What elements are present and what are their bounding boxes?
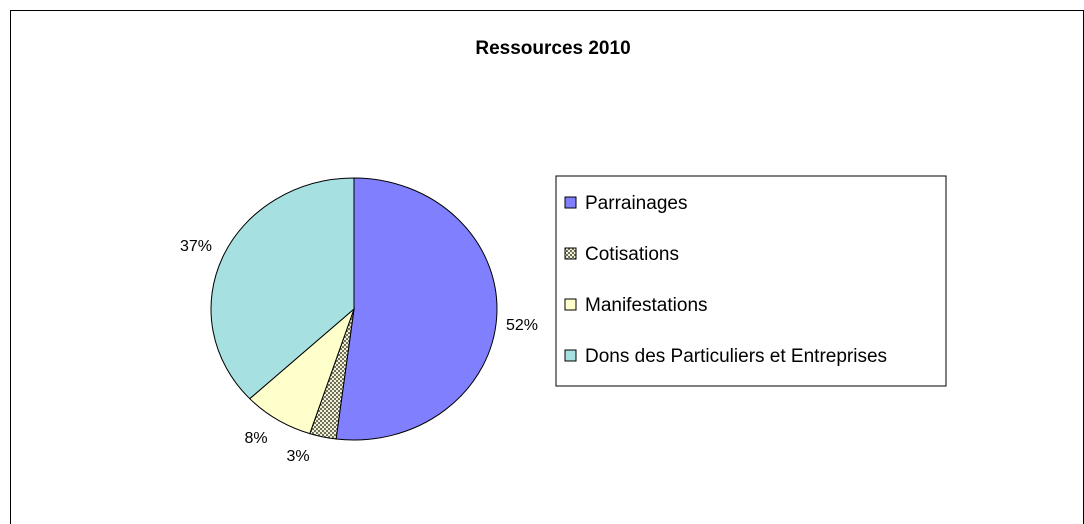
data-label-cotisations: 3% (286, 448, 309, 465)
legend: Parrainages Cotisations Manifestations Dons… (555, 175, 947, 387)
legend-box (555, 175, 947, 387)
legend-label-parrainages: Parrainages (585, 193, 687, 214)
legend-swatch-manifestations (564, 298, 577, 311)
legend-label-dons-des-particuliers-et-entreprises: Dons des Particuliers et Entreprises (585, 346, 887, 367)
legend-swatch-cotisations (564, 247, 577, 260)
pie-slices (210, 177, 498, 441)
data-label-dons-des-particuliers-et-entreprises: 37% (180, 238, 212, 255)
legend-label-cotisations: Cotisations (585, 244, 679, 265)
legend-label-manifestations: Manifestations (585, 295, 708, 316)
data-label-manifestations: 8% (244, 430, 267, 447)
pie-slice-parrainages (335, 177, 498, 441)
pie-slice-dons-des-particuliers-et-entreprises (210, 177, 355, 400)
chart-title: Ressources 2010 (475, 38, 630, 59)
legend-swatch-dons-des-particuliers-et-entreprises (564, 349, 577, 362)
pie-data-labels: 52% 3% 8% 37% (180, 238, 538, 465)
data-label-parrainages: 52% (506, 317, 538, 334)
legend-swatch-parrainages (564, 196, 577, 209)
